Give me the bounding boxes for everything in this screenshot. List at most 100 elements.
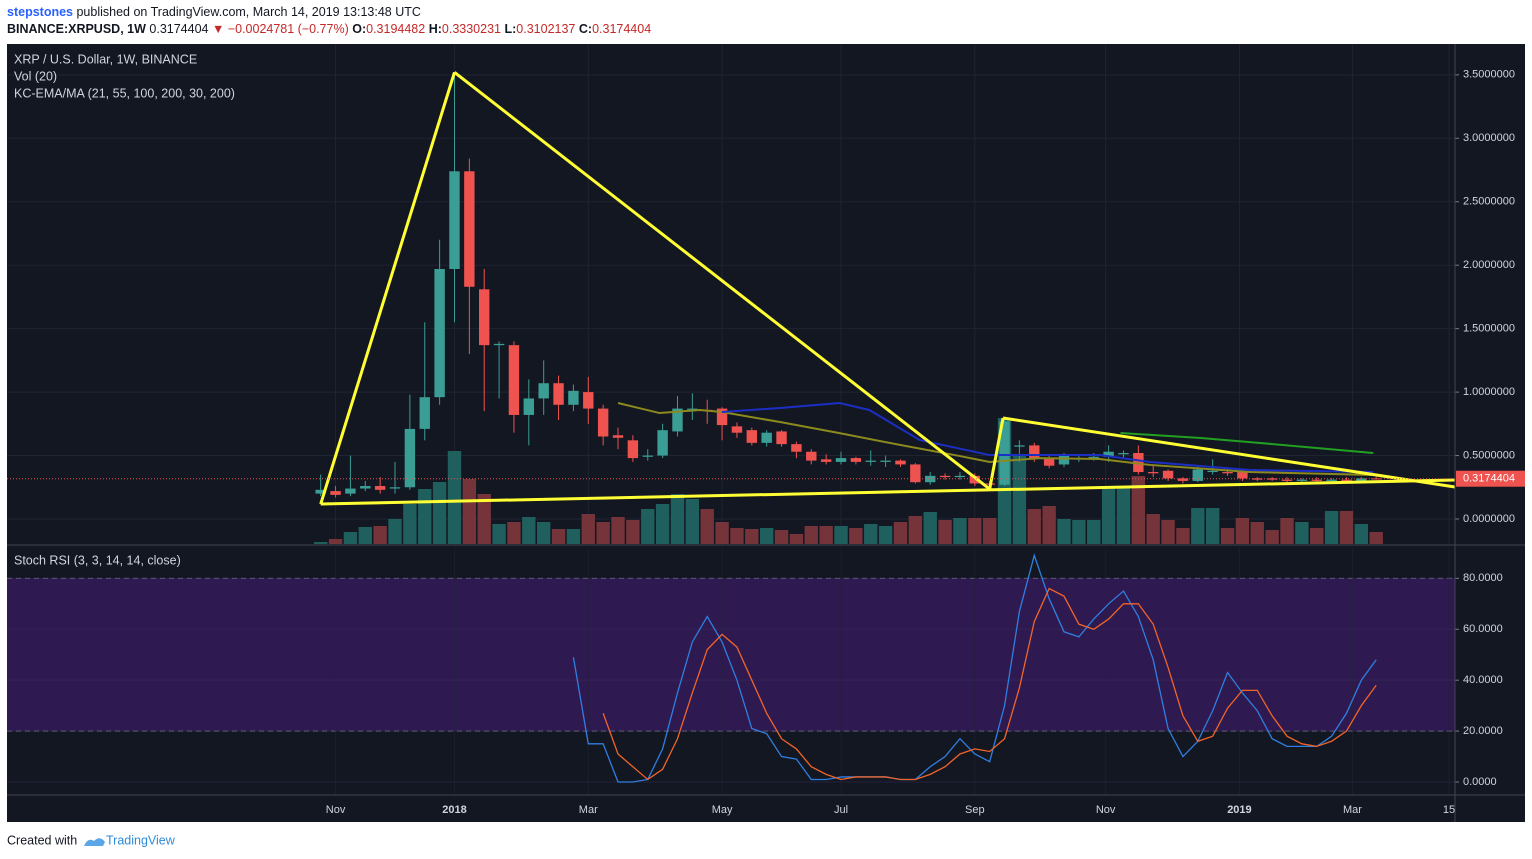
volume-bar xyxy=(1161,520,1175,544)
y-tick-label: 0.0000 xyxy=(1463,776,1497,788)
candle-body xyxy=(1356,478,1367,481)
volume-bar xyxy=(1354,524,1369,544)
volume-bar xyxy=(715,522,729,544)
y-tick-label: 80.0000 xyxy=(1463,572,1503,584)
volume-bar xyxy=(492,524,506,544)
candle-body xyxy=(1266,478,1278,480)
ohlc-label: O: xyxy=(352,22,366,36)
volume-bar xyxy=(581,514,595,544)
candle-body xyxy=(374,486,386,490)
y-tick-label: 1.0000000 xyxy=(1463,386,1515,398)
candle-body xyxy=(1281,479,1293,481)
candle-body xyxy=(1014,445,1025,447)
candle-body xyxy=(925,475,936,483)
candle-body xyxy=(1237,472,1248,479)
volume-bar xyxy=(1235,518,1250,544)
candle-body xyxy=(1148,472,1159,474)
stoch-band xyxy=(7,578,1455,732)
x-tick-label: Sep xyxy=(965,804,985,816)
trendline xyxy=(988,417,1005,490)
moving-average xyxy=(1120,431,1374,455)
last-price-label: 0.3174404 xyxy=(1463,473,1515,485)
volume-bar xyxy=(864,524,878,544)
volume-bar xyxy=(343,532,358,544)
y-tick-label: 60.0000 xyxy=(1463,623,1503,635)
volume-bar xyxy=(432,482,447,544)
candle-body xyxy=(1088,456,1099,459)
candle-body xyxy=(776,431,787,445)
volume-bar xyxy=(328,539,343,544)
candle-body xyxy=(1296,479,1308,481)
candle-body xyxy=(1371,478,1382,480)
volume-bar xyxy=(1146,514,1160,544)
x-tick-label: May xyxy=(712,804,733,816)
volume-bar xyxy=(670,494,685,544)
volume-bar xyxy=(1265,530,1279,544)
candle-body xyxy=(464,171,475,287)
volume-bar xyxy=(596,522,610,544)
candle-body xyxy=(687,408,698,410)
candle-body xyxy=(1162,470,1174,479)
candle-body xyxy=(895,460,906,465)
y-tick-label: 0.5000000 xyxy=(1463,449,1515,461)
candle-body xyxy=(716,408,728,426)
x-tick-label: Mar xyxy=(579,804,598,816)
volume-bar xyxy=(1012,455,1027,544)
stoch-line xyxy=(602,587,1377,781)
candle-body xyxy=(910,464,921,483)
change: ▼ −0.0024781 (−0.77%) xyxy=(212,22,349,36)
y-tick-label: 3.0000000 xyxy=(1463,132,1515,144)
candle-body xyxy=(449,171,460,269)
volume-bar xyxy=(804,526,818,544)
plot: Nov 2018 Mar May Jul Sep Nov 2019 Mar 15 0.0000000… xyxy=(7,44,1525,816)
last-price-box xyxy=(1456,470,1525,487)
volume-bar xyxy=(1116,486,1131,544)
candle-body xyxy=(538,383,549,399)
candle-body xyxy=(954,475,966,478)
volume-bar xyxy=(759,528,774,544)
candle-body xyxy=(1326,479,1337,481)
volume-bar xyxy=(685,499,700,544)
volume-bar xyxy=(1339,511,1354,544)
volume-bar xyxy=(611,517,625,544)
candle-body xyxy=(627,440,639,459)
volume-bar xyxy=(789,534,804,544)
candle-body xyxy=(1133,453,1144,473)
candle-body xyxy=(939,475,951,478)
candle-body xyxy=(568,390,579,405)
price: 0.3174404 xyxy=(149,22,208,36)
volume-bar xyxy=(1310,528,1324,544)
brand: TradingView xyxy=(106,833,176,847)
volume-bar xyxy=(745,529,759,544)
candle-body xyxy=(523,398,535,415)
volume-bar xyxy=(1295,522,1309,544)
trendline xyxy=(320,478,1456,506)
candle-body xyxy=(583,392,594,409)
volume-bar xyxy=(1176,528,1190,544)
candle-body xyxy=(1103,451,1114,457)
candle-body xyxy=(1043,458,1055,466)
volume-bar xyxy=(893,522,908,544)
volume-bar xyxy=(462,479,477,544)
published: published on TradingView.com, March 14, … xyxy=(76,5,420,19)
volume-bar xyxy=(1027,509,1041,544)
y-tick-label: 2.5000000 xyxy=(1463,196,1515,208)
volume-bar xyxy=(418,489,432,544)
volume-bar xyxy=(1087,520,1101,544)
candle-body xyxy=(434,269,445,398)
candle-body xyxy=(999,421,1010,485)
volume-bar xyxy=(1131,476,1146,544)
candle-body xyxy=(315,489,326,494)
candle-body xyxy=(880,460,891,462)
volume-bar xyxy=(1280,518,1294,544)
candle-body xyxy=(850,458,862,462)
volume-bar xyxy=(1101,486,1116,544)
volume-bar xyxy=(641,509,655,544)
ohlc-label: L: xyxy=(504,22,516,36)
trendline xyxy=(453,71,991,491)
x-tick-label: Nov xyxy=(1096,804,1116,816)
volume-bar xyxy=(655,504,670,544)
volume-bar xyxy=(834,526,848,544)
trendline xyxy=(1002,416,1456,489)
